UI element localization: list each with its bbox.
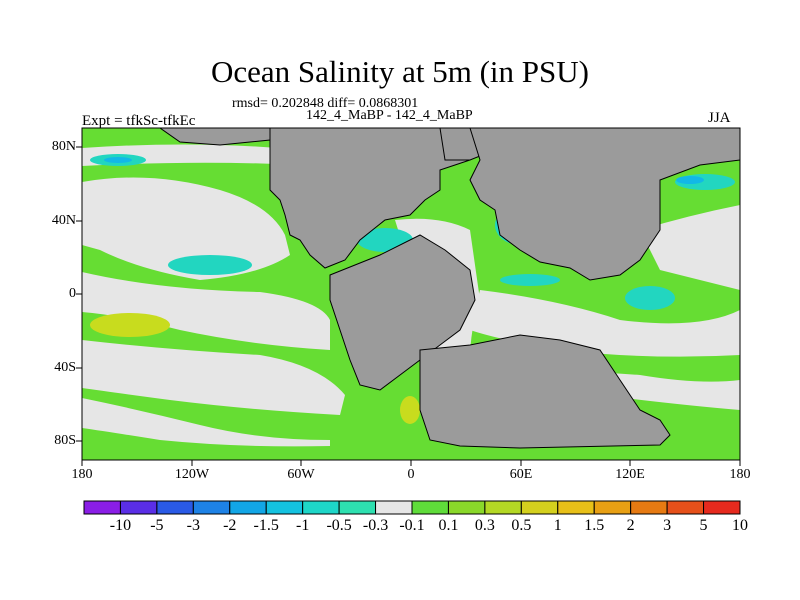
colorbar-label: 2 xyxy=(626,517,635,534)
colorbar-label: -5 xyxy=(150,517,164,534)
colorbar-swatch xyxy=(192,500,231,515)
positive-anomaly-spot xyxy=(90,313,170,337)
positive-anomaly-spot xyxy=(400,396,420,424)
lat-label: 80N xyxy=(51,139,76,154)
colorbar-label: -2 xyxy=(223,517,237,534)
colorbar-label: -1 xyxy=(295,517,310,534)
case-label: 142_4_MaBP - 142_4_MaBP xyxy=(306,108,473,123)
colorbar-swatch xyxy=(703,500,741,515)
map-field xyxy=(82,128,740,460)
land-antarctica-australia xyxy=(419,334,671,449)
colorbar-label: 0.1 xyxy=(438,517,459,534)
colorbar-swatch xyxy=(557,500,595,515)
lon-label: 180 xyxy=(71,467,93,482)
colorbar xyxy=(83,500,741,515)
experiment-label: Expt = tfkSc-tfkEc xyxy=(82,113,196,129)
land-north-america xyxy=(269,128,471,269)
season-label: JJA xyxy=(708,110,731,126)
land-arctic-island xyxy=(159,128,271,146)
colorbar-label: 0.3 xyxy=(474,517,495,534)
land-masses xyxy=(159,128,740,449)
colorbar-label: -10 xyxy=(109,517,132,534)
negative-anomaly-patch xyxy=(168,255,252,275)
neutral-band-south-pacific xyxy=(82,340,345,415)
colorbar-swatch xyxy=(375,500,413,515)
lon-label: 120E xyxy=(615,467,645,482)
map-title: Ocean Salinity at 5m (in PSU) xyxy=(211,54,589,89)
lon-label: 180 xyxy=(729,467,751,482)
colorbar-swatch xyxy=(229,500,267,515)
colorbar-swatch xyxy=(265,500,304,515)
colorbar-swatch xyxy=(593,500,632,515)
stats-text: rmsd= 0.202848 diff= 0.0868301 xyxy=(232,96,419,111)
neutral-band-equatorial xyxy=(82,272,330,350)
lon-label: 60E xyxy=(509,467,533,482)
lat-label: 0 xyxy=(69,286,76,301)
lon-label: 60W xyxy=(287,467,315,482)
colorbar-label: 5 xyxy=(699,517,708,534)
colorbar-swatch xyxy=(302,500,340,515)
negative-anomaly-core xyxy=(676,176,704,184)
colorbar-swatch xyxy=(411,500,449,515)
colorbar-label: 1.5 xyxy=(584,517,605,534)
colorbar-label: -0.1 xyxy=(399,517,425,534)
neutral-band-west-pacific xyxy=(640,205,740,290)
neutral-band-north-pacific xyxy=(82,177,290,280)
colorbar-label: -3 xyxy=(186,517,200,534)
lat-label: 40N xyxy=(51,213,76,228)
negative-anomaly-core xyxy=(104,157,132,163)
colorbar-swatch xyxy=(119,500,158,515)
lon-label: 0 xyxy=(407,467,415,482)
lon-label: 120W xyxy=(174,467,210,482)
colorbar-swatch xyxy=(156,500,194,515)
colorbar-swatch xyxy=(520,500,559,515)
colorbar-swatch xyxy=(338,500,377,515)
colorbar-swatch xyxy=(83,500,121,515)
colorbar-swatch xyxy=(666,500,705,515)
lat-label: 40S xyxy=(54,360,76,375)
colorbar-label: -0.5 xyxy=(326,517,352,534)
colorbar-label: -0.3 xyxy=(362,517,389,534)
map-ticks xyxy=(76,146,741,466)
neutral-band-southern xyxy=(82,398,330,447)
negative-anomaly-patch xyxy=(500,274,560,286)
lat-label: 80S xyxy=(54,433,76,448)
colorbar-swatch xyxy=(630,500,668,515)
colorbar-label: 0.5 xyxy=(511,517,532,534)
colorbar-label: 1 xyxy=(553,517,562,534)
colorbar-label: 3 xyxy=(663,517,672,534)
colorbar-swatch xyxy=(484,500,522,515)
negative-anomaly-patch xyxy=(625,286,675,310)
colorbar-label: -1.5 xyxy=(253,517,279,534)
colorbar-label: 10 xyxy=(732,517,748,534)
colorbar-swatch xyxy=(447,500,486,515)
land-eurasia xyxy=(469,128,740,281)
land-africa-south-america xyxy=(329,234,476,391)
